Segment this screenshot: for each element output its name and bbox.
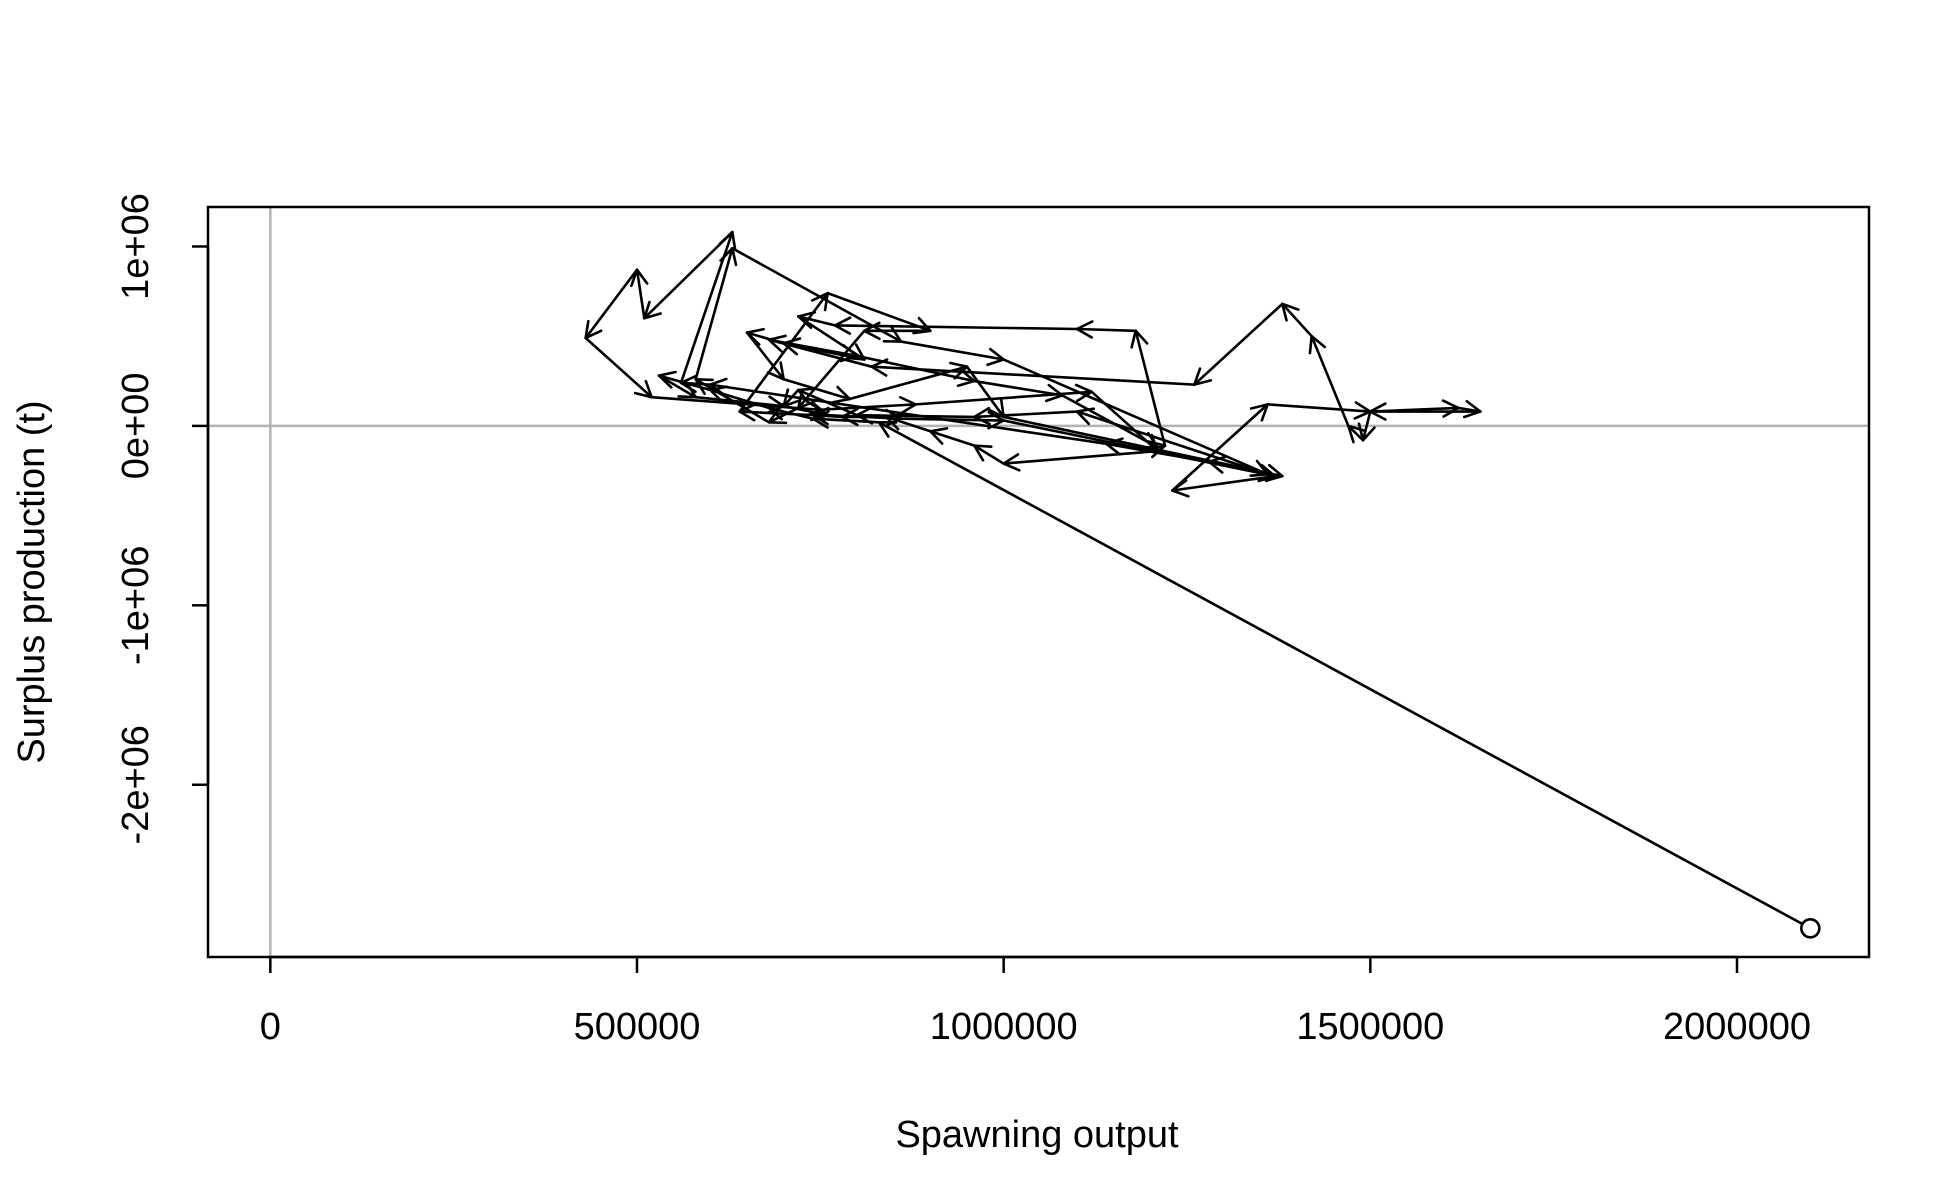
trajectory-segment (797, 388, 859, 417)
trajectory-segment (797, 315, 866, 361)
trajectory-segment (643, 230, 734, 320)
y-tick-label: -1e+06 (115, 546, 157, 665)
trajectory-segment (709, 383, 1108, 446)
trajectory-segment (1105, 442, 1211, 464)
trajectory-segment (584, 336, 653, 399)
x-tick-label: 1000000 (930, 1006, 1078, 1048)
start-point-marker (1800, 917, 1821, 939)
y-tick-label: -2e+06 (115, 725, 157, 844)
trajectory-segment (782, 342, 866, 361)
trajectory-segment (1171, 474, 1277, 492)
trajectory-segment (826, 291, 932, 333)
trajectory-segment (819, 403, 917, 412)
trajectory-segment (929, 429, 976, 447)
trajectory-segment (694, 377, 771, 424)
x-tick-label: 0 (260, 1006, 281, 1048)
trajectory-segment (782, 388, 800, 408)
trajectory-segment (694, 246, 734, 381)
trajectory-segment (797, 315, 837, 327)
trajectory-segment (1075, 327, 1137, 333)
trajectory-segment (657, 374, 697, 399)
x-tick-label: 1500000 (1296, 1006, 1444, 1048)
plot-frame (206, 205, 1871, 959)
trajectory-segment (885, 415, 932, 433)
trajectory-segment (1193, 302, 1284, 386)
trajectory-segment (1281, 302, 1313, 338)
trajectory-segment (738, 291, 829, 413)
y-axis: -2e+06 -1e+06 0e+00 1e+06 (115, 193, 210, 844)
trajectory-segment (1207, 460, 1284, 478)
trajectory-segment (855, 413, 976, 419)
trajectory-segment (1171, 403, 1269, 492)
reference-lines (208, 207, 1869, 957)
trajectory-segment (1002, 358, 1269, 476)
trajectory-segment (973, 379, 1064, 397)
x-axis-label: Spawning output (895, 1114, 1179, 1156)
trajectory-segment (731, 246, 903, 343)
x-tick-label: 2000000 (1663, 1006, 1811, 1048)
trajectory-segment (584, 268, 639, 340)
trajectory-arrowhead (782, 388, 801, 408)
trajectory-segment (811, 413, 844, 419)
trajectory-segment (973, 444, 1005, 465)
trajectory-segment (1361, 410, 1372, 442)
trajectory-segment (848, 365, 969, 401)
trajectory-segment (1347, 424, 1365, 442)
y-axis-label: Surplus production (t) (11, 400, 53, 763)
trajectory (584, 230, 1821, 939)
trajectory-segment (877, 421, 1812, 930)
trajectory-segment (899, 340, 1005, 361)
x-axis: 0 500000 1000000 1500000 2000000 (260, 955, 1811, 1048)
trajectory-segment (767, 406, 800, 424)
trajectory-segment (973, 410, 1079, 419)
trajectory-segment (1310, 334, 1350, 428)
trajectory-segment (1002, 449, 1159, 465)
trajectory-segment (965, 365, 1005, 419)
trajectory-segment (1075, 410, 1269, 476)
trajectory-segment (745, 331, 785, 381)
trajectory-segment (914, 390, 1093, 406)
trajectory-segment (782, 377, 851, 401)
trajectory-segment (635, 268, 646, 320)
y-tick-label: 0e+00 (115, 373, 157, 480)
trajectory-segment (1266, 403, 1372, 413)
y-tick-label: 1e+06 (115, 193, 157, 300)
trajectory-segment (745, 331, 785, 345)
x-tick-label: 500000 (574, 1006, 701, 1048)
